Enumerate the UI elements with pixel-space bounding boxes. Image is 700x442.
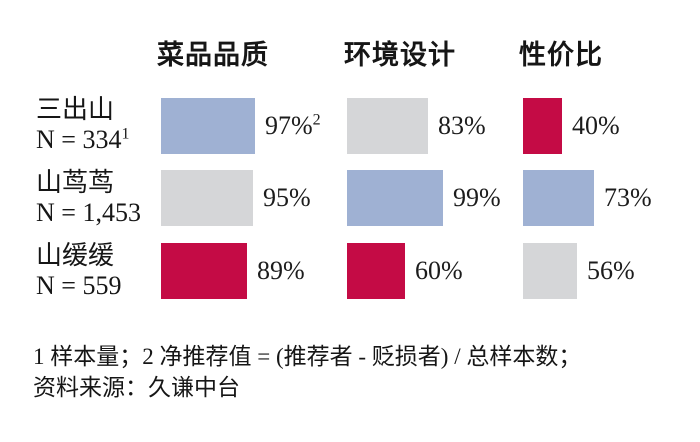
restaurant-name: 山缓缓	[36, 241, 115, 270]
bar-value-label: 97%2	[265, 111, 321, 140]
bar	[347, 170, 443, 226]
bar-value-label: 73%	[604, 183, 652, 212]
bar	[523, 243, 577, 299]
source-line: 资料来源：久谦中台	[33, 375, 240, 400]
bar-cell: 89%	[161, 243, 305, 299]
column-header-value-for-money: 性价比	[519, 40, 603, 70]
bar-value-label: 83%	[438, 111, 486, 140]
row-label: 山缓缓 N = 559	[36, 241, 121, 301]
restaurant-name: 山茑茑	[36, 168, 115, 197]
bar	[161, 243, 247, 299]
bar-value-label: 99%	[453, 183, 501, 212]
column-header-environment-design: 环境设计	[344, 40, 456, 70]
bar-value-label: 56%	[587, 256, 635, 285]
bar-value-label: 40%	[572, 111, 620, 140]
bar	[523, 98, 562, 154]
row-label: 三出山 N = 3341	[36, 95, 129, 155]
footnote-line-1: 1 样本量；2 净推荐值 = (推荐者 - 贬损者) / 总样本数；	[33, 344, 582, 369]
bar-cell: 56%	[523, 243, 635, 299]
bar-cell: 60%	[347, 243, 463, 299]
bar-cell: 73%	[523, 170, 652, 226]
sample-size: N = 3341	[36, 125, 130, 154]
footnote-marker: 1	[121, 125, 130, 143]
bar	[161, 170, 253, 226]
footnotes: 1 样本量；2 净推荐值 = (推荐者 - 贬损者) / 总样本数； 资料来源：…	[33, 341, 581, 403]
bar	[161, 98, 255, 154]
bar-value-label: 60%	[415, 256, 463, 285]
bar	[347, 243, 405, 299]
column-header-dish-quality: 菜品品质	[157, 40, 269, 70]
bar-cell: 83%	[347, 98, 486, 154]
bar	[523, 170, 594, 226]
bar-cell: 99%	[347, 170, 501, 226]
sample-size: N = 559	[36, 271, 122, 300]
bar-value-label: 89%	[257, 256, 305, 285]
bar	[347, 98, 428, 154]
restaurant-name: 三出山	[36, 95, 115, 124]
bar-cell: 97%2	[161, 98, 321, 154]
row-label: 山茑茑 N = 1,453	[36, 168, 141, 228]
bar-value-label: 95%	[263, 183, 311, 212]
sample-size: N = 1,453	[36, 198, 141, 227]
footnote-marker: 2	[312, 111, 321, 129]
bar-cell: 95%	[161, 170, 311, 226]
bar-cell: 40%	[523, 98, 620, 154]
